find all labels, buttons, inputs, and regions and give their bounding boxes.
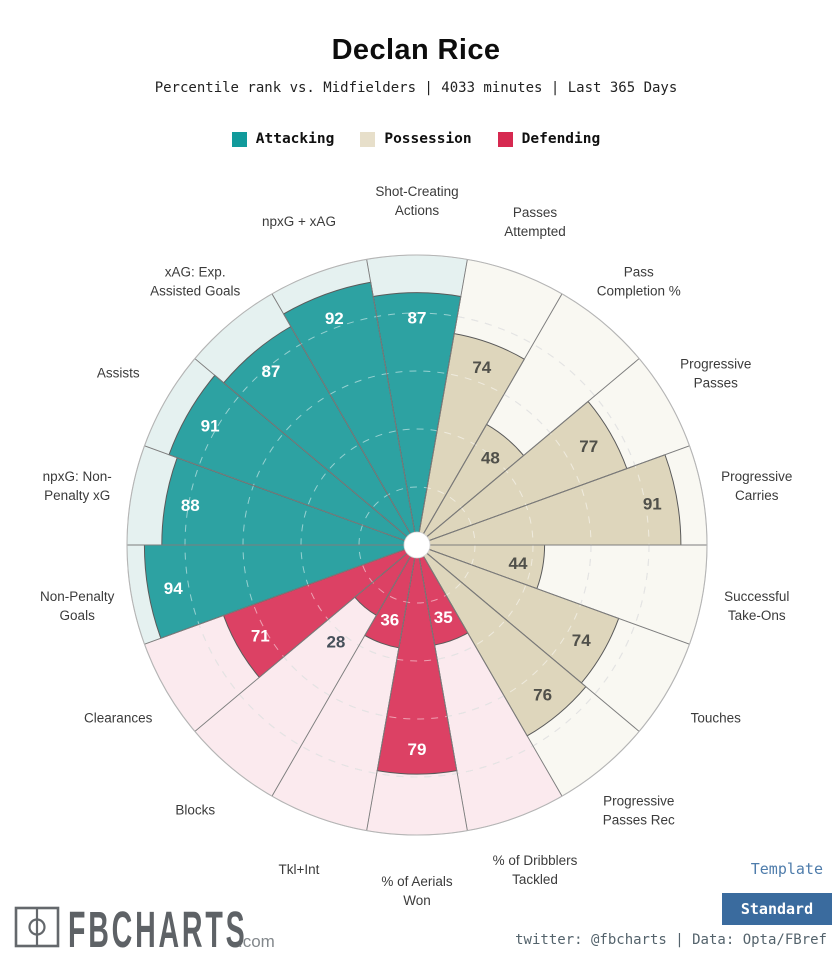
- page-title: Declan Rice: [331, 34, 501, 66]
- legend: Attacking Possession Defending: [0, 131, 832, 147]
- legend-item-attacking: Attacking: [231, 131, 335, 147]
- category-label: Non-Penalty Goals: [40, 589, 115, 623]
- category-label: xAG: Exp. Assisted Goals: [150, 265, 240, 299]
- slice-separator: [416, 544, 690, 645]
- category-label: Shot-Creating Actions: [375, 184, 458, 218]
- fbcharts-logo-text: FBCHARTS: [68, 903, 247, 955]
- fbcharts-logo-suffix: .com: [238, 932, 275, 951]
- slice-separator: [194, 544, 418, 732]
- slice-value-label: 88: [181, 496, 200, 515]
- slice-value-label: 76: [533, 686, 552, 705]
- category-label: Clearances: [84, 711, 153, 726]
- category-label: Passes Attempted: [504, 205, 566, 239]
- slice-value-label: 35: [434, 608, 453, 627]
- slice-value-label: 74: [472, 358, 491, 377]
- slice-separator: [416, 293, 563, 546]
- category-label: Progressive Passes: [680, 357, 751, 391]
- category-label: npxG + xAG: [262, 214, 336, 229]
- slice-value-label: 48: [481, 449, 500, 468]
- category-label: % of Aerials Won: [381, 874, 453, 908]
- category-label: % of Dribblers Tackled: [493, 853, 578, 887]
- slice-separator: [416, 259, 468, 546]
- slice-separator: [416, 358, 640, 546]
- category-label: Successful Take-Ons: [724, 589, 789, 623]
- slice-separator: [366, 259, 418, 546]
- slice-separator: [416, 544, 640, 732]
- slice-separator: [416, 445, 690, 546]
- legend-item-possession: Possession: [360, 131, 472, 147]
- legend-item-defending: Defending: [497, 131, 601, 147]
- category-label: Progressive Carries: [721, 469, 792, 503]
- page-subtitle: Percentile rank vs. Midfielders | 4033 m…: [154, 80, 678, 96]
- slice-value-label: 28: [326, 633, 345, 652]
- defending-swatch-icon: [497, 131, 513, 147]
- legend-label-attacking: Attacking: [255, 131, 335, 147]
- category-label: Tkl+Int: [279, 862, 320, 877]
- category-label: Touches: [691, 711, 742, 726]
- slice-value-label: 77: [579, 437, 598, 456]
- slice-value-label: 94: [164, 579, 183, 598]
- credits-text: twitter: @fbcharts | Data: Opta/FBref: [515, 932, 827, 948]
- slice-value-label: 74: [572, 631, 591, 650]
- center-circle: [403, 531, 431, 559]
- pitch-icon: [14, 906, 60, 948]
- slice-value-label: 44: [509, 554, 528, 573]
- legend-label-defending: Defending: [521, 131, 601, 147]
- slice-separator: [366, 544, 418, 831]
- slice-separator: [416, 544, 468, 831]
- category-label: npxG: Non-Penalty xG: [43, 469, 112, 503]
- slice-value-label: 91: [643, 495, 662, 514]
- template-standard-button[interactable]: Standard: [722, 893, 832, 925]
- slice-separator: [144, 544, 418, 645]
- possession-swatch-icon: [360, 131, 376, 147]
- slice-value-label: 71: [251, 627, 270, 646]
- slice-value-label: 36: [380, 611, 399, 630]
- legend-label-possession: Possession: [384, 131, 472, 147]
- slice-separator: [194, 358, 418, 546]
- category-label: Progressive Passes Rec: [603, 793, 675, 827]
- slice-value-label: 91: [201, 417, 220, 436]
- slice-separator: [144, 445, 418, 546]
- category-label: Blocks: [175, 802, 215, 817]
- slice-separator: [271, 544, 418, 797]
- slice-value-label: 87: [408, 309, 427, 328]
- category-label: Assists: [97, 366, 140, 381]
- attacking-swatch-icon: [231, 131, 247, 147]
- slice-value-label: 92: [325, 309, 344, 328]
- template-label: Template: [750, 860, 823, 878]
- slice-separator: [271, 293, 418, 546]
- fbcharts-logo: FBCHARTS .com: [14, 903, 275, 955]
- slice-value-label: 79: [408, 740, 427, 759]
- outer-circle: [126, 254, 708, 836]
- slice-separator: [416, 544, 563, 797]
- category-label: Pass Completion %: [597, 265, 681, 299]
- slice-value-label: 87: [261, 362, 280, 381]
